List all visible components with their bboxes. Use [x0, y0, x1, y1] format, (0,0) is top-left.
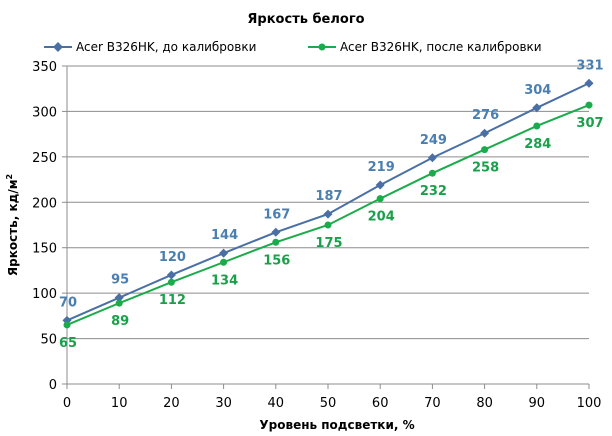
series-1-data-label-50: 175 [315, 236, 342, 251]
legend: Acer B326HK, до калибровки Acer B326HK, … [44, 40, 542, 54]
y-axis-label: Яркость, кд/м2 [5, 174, 20, 276]
series-1-data-label-20: 112 [159, 293, 186, 308]
legend-item-before: Acer B326HK, до калибровки [44, 40, 256, 54]
series-1-point-70 [428, 169, 436, 177]
x-axis-label: Уровень подсветки, % [259, 418, 414, 432]
series-0-point-70 [427, 153, 437, 163]
x-tick-label-100: 100 [577, 396, 602, 411]
series-0-data-label-60: 219 [368, 160, 395, 175]
series-1-point-60 [376, 195, 384, 203]
legend-label-after: Acer B326HK, после калибровки [340, 40, 542, 54]
series-0-data-label-100: 331 [576, 58, 603, 73]
x-tick-labels: 0 10 20 30 40 50 60 70 80 90 100 [63, 384, 602, 411]
x-tick-label-20: 20 [163, 396, 180, 411]
series-1-point-80 [481, 146, 489, 154]
series-0-data-label-70: 249 [420, 133, 447, 148]
series-0-point-50 [323, 209, 333, 219]
series-0-point-10 [114, 293, 124, 303]
x-tick-label-0: 0 [63, 396, 71, 411]
series-1-data-label-80: 258 [472, 161, 499, 176]
legend-marker-before [53, 42, 63, 52]
series-1-point-30 [220, 258, 228, 266]
x-tick-label-40: 40 [268, 396, 285, 411]
series-0-data-label-90: 304 [524, 83, 551, 98]
series-1-point-100 [585, 101, 593, 109]
data-labels: 70 95 120 144 167 187 219 249 276 304 331 65 89 112 13… [59, 58, 604, 351]
x-tick-label-10: 10 [111, 396, 128, 411]
chart-title: Яркость белого [247, 12, 364, 27]
series-0-point-20 [166, 270, 176, 280]
series-1-data-label-70: 232 [420, 184, 447, 199]
y-tick-labels: 0 50 100 150 200 250 300 350 [32, 60, 67, 393]
series-0-point-80 [480, 128, 490, 138]
series-1-data-label-90: 284 [524, 137, 551, 152]
series-0-data-label-20: 120 [159, 250, 186, 265]
x-tick-label-70: 70 [424, 396, 441, 411]
series-0-point-40 [271, 227, 281, 237]
x-tick-label-30: 30 [215, 396, 232, 411]
y-tick-label-200: 200 [32, 196, 57, 211]
x-tick-label-80: 80 [476, 396, 493, 411]
gridlines [67, 65, 589, 340]
series-0-point-60 [375, 180, 385, 190]
series-1-data-label-100: 307 [576, 116, 603, 131]
y-tick-label-0: 0 [49, 378, 57, 393]
series-0-data-label-10: 95 [111, 273, 129, 288]
series-0-data-label-50: 187 [315, 189, 342, 204]
x-tick-label-50: 50 [320, 396, 337, 411]
series-1-data-label-0: 65 [59, 336, 77, 351]
series-1-point-40 [272, 238, 280, 246]
series-1-data-label-30: 134 [211, 273, 238, 288]
y-tick-label-350: 350 [32, 60, 57, 75]
series-1-data-label-10: 89 [111, 314, 129, 329]
y-tick-label-100: 100 [32, 287, 57, 302]
legend-marker-after [318, 43, 326, 51]
legend-label-before: Acer B326HK, до калибровки [76, 40, 256, 54]
y-tick-label-250: 250 [32, 151, 57, 166]
series-1-point-20 [167, 278, 175, 286]
series-1-point-10 [115, 299, 123, 307]
series-0-data-label-80: 276 [472, 108, 499, 123]
y-tick-label-150: 150 [32, 242, 57, 257]
x-tick-label-60: 60 [372, 396, 389, 411]
series-0-point-100 [584, 78, 594, 88]
series-1-point-90 [533, 122, 541, 130]
x-tick-label-90: 90 [529, 396, 546, 411]
y-tick-label-300: 300 [32, 105, 57, 120]
series-group [62, 78, 594, 329]
series-0-data-label-40: 167 [263, 207, 290, 222]
y-axis-label-main: Яркость, кд/м [6, 179, 20, 276]
series-1-data-label-40: 156 [263, 253, 290, 268]
series-0-data-label-30: 144 [211, 228, 238, 243]
series-1-data-label-60: 204 [368, 210, 395, 225]
series-0-data-label-0: 70 [59, 295, 77, 310]
legend-item-after: Acer B326HK, после калибровки [308, 40, 542, 54]
series-0-point-30 [219, 248, 229, 258]
y-axis-label-sup: 2 [5, 174, 14, 180]
series-1-point-0 [63, 321, 71, 329]
y-tick-label-50: 50 [40, 333, 57, 348]
series-1-point-50 [324, 221, 332, 229]
